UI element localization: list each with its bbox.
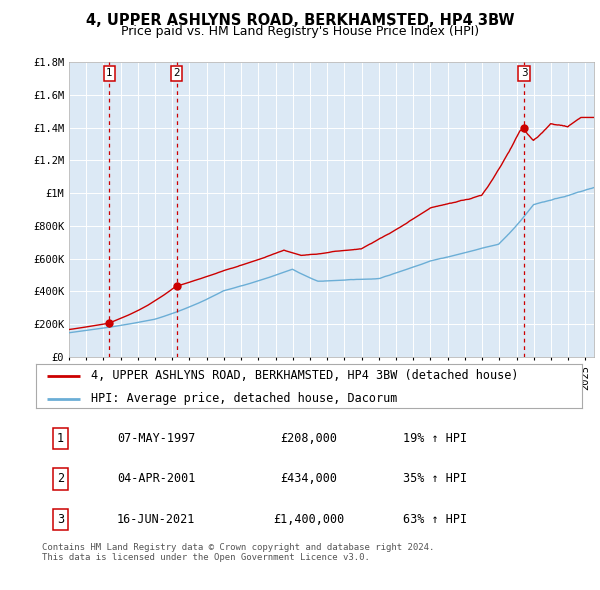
Text: 63% ↑ HPI: 63% ↑ HPI <box>403 513 467 526</box>
Text: 3: 3 <box>57 513 64 526</box>
Text: 16-JUN-2021: 16-JUN-2021 <box>117 513 196 526</box>
Text: 1: 1 <box>106 68 113 78</box>
Text: 07-MAY-1997: 07-MAY-1997 <box>117 432 196 445</box>
Text: 19% ↑ HPI: 19% ↑ HPI <box>403 432 467 445</box>
Text: £1,400,000: £1,400,000 <box>274 513 344 526</box>
Text: 2: 2 <box>57 473 64 486</box>
Text: Contains HM Land Registry data © Crown copyright and database right 2024.
This d: Contains HM Land Registry data © Crown c… <box>42 543 434 562</box>
Text: £208,000: £208,000 <box>281 432 337 445</box>
Text: 4, UPPER ASHLYNS ROAD, BERKHAMSTED, HP4 3BW: 4, UPPER ASHLYNS ROAD, BERKHAMSTED, HP4 … <box>86 13 514 28</box>
Text: 35% ↑ HPI: 35% ↑ HPI <box>403 473 467 486</box>
Text: 1: 1 <box>57 432 64 445</box>
Text: £434,000: £434,000 <box>281 473 337 486</box>
Text: 2: 2 <box>173 68 180 78</box>
Text: HPI: Average price, detached house, Dacorum: HPI: Average price, detached house, Daco… <box>91 392 397 405</box>
Text: 3: 3 <box>521 68 527 78</box>
Text: 04-APR-2001: 04-APR-2001 <box>117 473 196 486</box>
Text: Price paid vs. HM Land Registry's House Price Index (HPI): Price paid vs. HM Land Registry's House … <box>121 25 479 38</box>
Text: 4, UPPER ASHLYNS ROAD, BERKHAMSTED, HP4 3BW (detached house): 4, UPPER ASHLYNS ROAD, BERKHAMSTED, HP4 … <box>91 369 518 382</box>
